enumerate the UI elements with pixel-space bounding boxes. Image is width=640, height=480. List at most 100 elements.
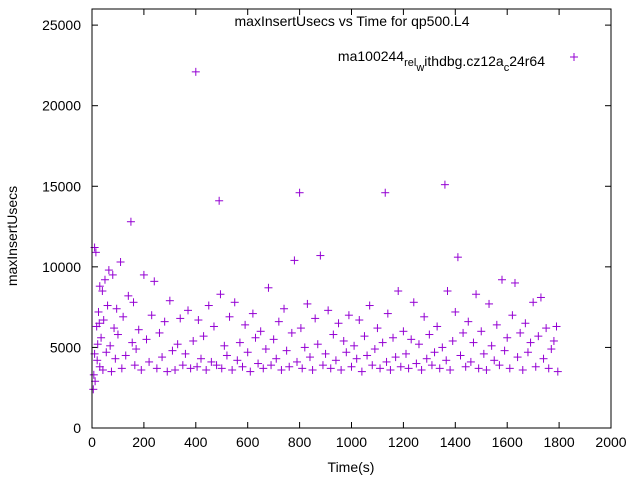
data-point — [396, 362, 405, 371]
x-tick-label: 400 — [184, 434, 208, 450]
data-point — [459, 328, 468, 337]
data-point — [365, 301, 374, 310]
data-point — [104, 266, 113, 275]
data-point — [391, 353, 400, 362]
data-point — [503, 333, 512, 342]
legend-label-part: ma100244 — [338, 48, 404, 64]
data-point — [121, 351, 130, 360]
data-point — [469, 338, 478, 347]
data-point — [329, 330, 338, 339]
data-point — [128, 338, 137, 347]
legend-label: ma100244relwithdbg.cz12ac24r64 — [338, 48, 545, 74]
data-point — [274, 317, 283, 326]
data-point — [93, 340, 102, 349]
data-point — [94, 307, 103, 316]
data-point — [110, 324, 119, 333]
data-point — [376, 364, 385, 373]
data-point — [443, 287, 452, 296]
data-point — [107, 367, 116, 376]
data-point — [112, 304, 121, 313]
data-point — [485, 299, 494, 308]
data-point — [318, 361, 327, 370]
data-point — [129, 298, 138, 307]
data-point — [222, 351, 231, 360]
data-point — [155, 328, 164, 337]
data-point — [350, 341, 359, 350]
data-point — [461, 362, 470, 371]
data-point — [99, 316, 108, 325]
data-point — [508, 311, 517, 320]
data-point — [442, 356, 451, 365]
data-point — [472, 290, 481, 299]
data-point — [438, 343, 447, 352]
data-point — [230, 298, 239, 307]
data-point — [191, 67, 200, 76]
x-tick-label: 1600 — [492, 434, 523, 450]
data-point — [137, 365, 146, 374]
data-point — [168, 346, 177, 355]
data-point — [324, 306, 333, 315]
data-point — [272, 354, 281, 363]
data-point — [228, 365, 237, 374]
data-point — [446, 365, 455, 374]
data-point — [373, 324, 382, 333]
data-point — [89, 370, 98, 379]
data-point — [331, 356, 340, 365]
data-point — [193, 362, 202, 371]
data-point — [106, 341, 115, 350]
data-point — [256, 327, 265, 336]
data-point — [269, 335, 278, 344]
data-point — [549, 336, 558, 345]
data-point — [305, 353, 314, 362]
data-point — [382, 357, 391, 366]
data-point — [280, 304, 289, 313]
data-point — [412, 359, 421, 368]
data-point — [95, 319, 104, 328]
data-point — [117, 364, 126, 373]
y-tick-label: 10000 — [42, 259, 81, 275]
data-point — [199, 332, 208, 341]
data-point — [547, 345, 556, 354]
data-point — [477, 327, 486, 336]
data-point — [204, 301, 213, 310]
data-point — [186, 364, 195, 373]
data-point — [490, 356, 499, 365]
data-point — [251, 333, 260, 342]
data-point — [425, 330, 434, 339]
data-point — [300, 343, 309, 352]
data-point — [544, 364, 553, 373]
data-point — [337, 365, 346, 374]
data-point — [355, 316, 364, 325]
x-tick-label: 0 — [88, 434, 96, 450]
data-point — [113, 330, 122, 339]
data-point — [352, 354, 361, 363]
x-tick-label: 600 — [236, 434, 260, 450]
data-point — [261, 345, 270, 354]
data-point — [176, 314, 185, 323]
legend-label-part: ithdbg.cz12a — [424, 53, 504, 69]
legend: ma100244relwithdbg.cz12ac24r64 — [338, 48, 578, 74]
data-point — [505, 364, 514, 373]
data-point — [98, 365, 107, 374]
data-point — [178, 361, 187, 370]
data-point — [116, 258, 125, 267]
data-point — [399, 327, 408, 336]
data-point — [119, 312, 128, 321]
data-point — [277, 365, 286, 374]
data-point — [536, 293, 545, 302]
data-point — [298, 364, 307, 373]
data-point — [173, 340, 182, 349]
data-point — [342, 348, 351, 357]
data-point — [422, 354, 431, 363]
data-point — [207, 357, 216, 366]
data-point — [529, 298, 538, 307]
data-point — [378, 338, 387, 347]
data-point — [202, 365, 211, 374]
data-point — [435, 364, 444, 373]
data-point — [404, 364, 413, 373]
data-point — [308, 365, 317, 374]
data-point — [189, 336, 198, 345]
data-point — [296, 324, 305, 333]
x-tick-label: 1400 — [440, 434, 471, 450]
data-point — [160, 317, 169, 326]
